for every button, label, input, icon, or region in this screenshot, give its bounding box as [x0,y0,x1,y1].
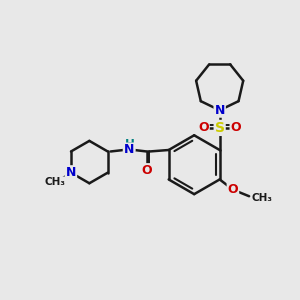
Text: O: O [198,122,209,134]
Text: O: O [228,183,238,196]
Text: N: N [124,143,134,157]
Text: CH₃: CH₃ [45,177,66,187]
Text: O: O [230,122,241,134]
Text: N: N [66,166,76,179]
Text: CH₃: CH₃ [251,193,272,203]
Text: O: O [141,164,152,177]
Text: N: N [214,104,225,117]
Text: S: S [215,121,225,135]
Text: H: H [125,138,135,151]
